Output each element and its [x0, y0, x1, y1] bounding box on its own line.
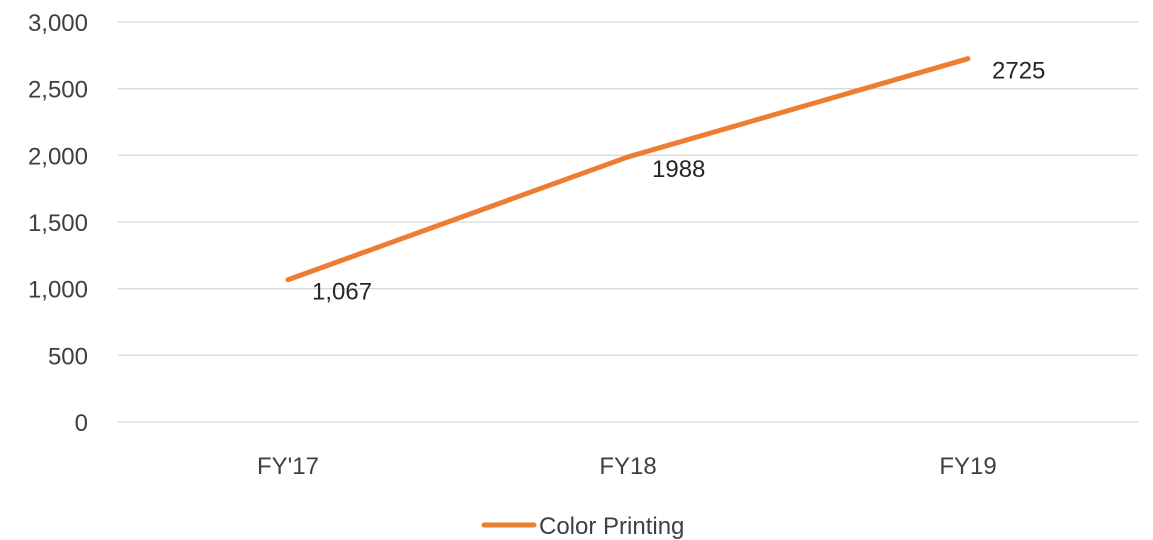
- y-tick-label: 2,500: [28, 77, 88, 104]
- x-tick-label: FY'17: [257, 453, 319, 480]
- legend-label: Color Printing: [539, 513, 684, 540]
- y-axis-tick-labels: 0 500 1,000 1,500 2,000 2,500 3,000: [28, 10, 88, 437]
- y-tick-label: 3,000: [28, 10, 88, 37]
- x-tick-label: FY18: [599, 453, 656, 480]
- x-tick-label: FY19: [939, 453, 996, 480]
- x-axis-tick-labels: FY'17 FY18 FY19: [257, 453, 997, 480]
- gridlines: [118, 21, 1138, 423]
- y-tick-label: 1,000: [28, 277, 88, 304]
- y-tick-label: 1,500: [28, 210, 88, 237]
- series-color-printing: [285, 56, 971, 283]
- data-label: 1,067: [312, 279, 372, 306]
- y-tick-label: 0: [75, 410, 88, 437]
- legend: Color Printing: [481, 513, 684, 540]
- y-tick-label: 500: [48, 343, 88, 370]
- data-label: 1988: [652, 156, 705, 183]
- series-line-color-printing: [285, 56, 971, 283]
- data-labels: 1,067 1988 2725: [312, 58, 1045, 306]
- data-label: 2725: [992, 58, 1045, 85]
- y-tick-label: 2,000: [28, 143, 88, 170]
